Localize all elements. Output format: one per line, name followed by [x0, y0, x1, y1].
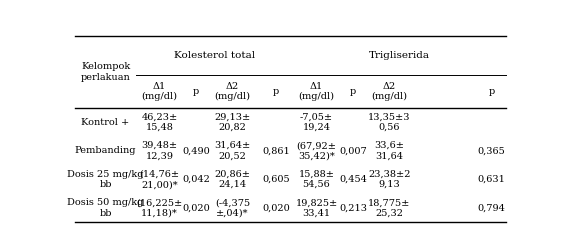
Text: (67,92±
35,42)*: (67,92± 35,42)*: [297, 141, 336, 161]
Text: p: p: [489, 87, 495, 96]
Text: 0,605: 0,605: [263, 175, 290, 184]
Text: 19,825±
33,41: 19,825± 33,41: [295, 198, 337, 218]
Text: Trigliserida: Trigliserida: [369, 51, 430, 60]
Text: 0,631: 0,631: [477, 175, 506, 184]
Text: 0,020: 0,020: [263, 204, 290, 212]
Text: Kelompok
perlakuan: Kelompok perlakuan: [81, 62, 130, 82]
Text: p: p: [273, 87, 280, 96]
Text: 31,64±
20,52: 31,64± 20,52: [214, 141, 251, 161]
Text: 18,775±
25,32: 18,775± 25,32: [369, 198, 411, 218]
Text: Kontrol +: Kontrol +: [82, 118, 130, 127]
Text: 33,6±
31,64: 33,6± 31,64: [374, 141, 404, 161]
Text: Kolesterol total: Kolesterol total: [174, 51, 255, 60]
Text: 13,35±3
0,56: 13,35±3 0,56: [368, 112, 411, 132]
Text: (16,225±
11,18)*: (16,225± 11,18)*: [137, 198, 183, 218]
Text: 0,861: 0,861: [263, 146, 290, 155]
Text: 0,454: 0,454: [339, 175, 367, 184]
Text: 39,48±
12,39: 39,48± 12,39: [142, 141, 177, 161]
Text: 23,38±2
9,13: 23,38±2 9,13: [368, 170, 411, 189]
Text: 0,213: 0,213: [339, 204, 367, 212]
Text: p: p: [193, 87, 199, 96]
Text: 15,88±
54,56: 15,88± 54,56: [298, 170, 335, 189]
Text: 0,007: 0,007: [339, 146, 367, 155]
Text: Δ2
(mg/dl): Δ2 (mg/dl): [371, 82, 408, 101]
Text: 0,365: 0,365: [478, 146, 506, 155]
Text: 0,042: 0,042: [182, 175, 210, 184]
Text: -7,05±
19,24: -7,05± 19,24: [300, 112, 333, 132]
Text: (-4,375
±,04)*: (-4,375 ±,04)*: [215, 198, 250, 218]
Text: 0,490: 0,490: [182, 146, 210, 155]
Text: p: p: [350, 87, 356, 96]
Text: 20,86±
24,14: 20,86± 24,14: [214, 170, 251, 189]
Text: 29,13±
20,82: 29,13± 20,82: [214, 112, 251, 132]
Text: Dosis 25 mg/kg
bb: Dosis 25 mg/kg bb: [67, 170, 144, 189]
Text: Δ1
(mg/dl): Δ1 (mg/dl): [142, 82, 177, 101]
Text: Δ1
(mg/dl): Δ1 (mg/dl): [298, 82, 335, 101]
Text: (14,76±
21,00)*: (14,76± 21,00)*: [139, 170, 180, 189]
Text: 0,794: 0,794: [477, 204, 506, 212]
Text: 46,23±
15,48: 46,23± 15,48: [142, 112, 178, 132]
Text: Dosis 50 mg/kg
bb: Dosis 50 mg/kg bb: [67, 198, 144, 218]
Text: Δ2
(mg/dl): Δ2 (mg/dl): [214, 82, 251, 101]
Text: 0,020: 0,020: [182, 204, 210, 212]
Text: Pembanding: Pembanding: [75, 146, 136, 155]
